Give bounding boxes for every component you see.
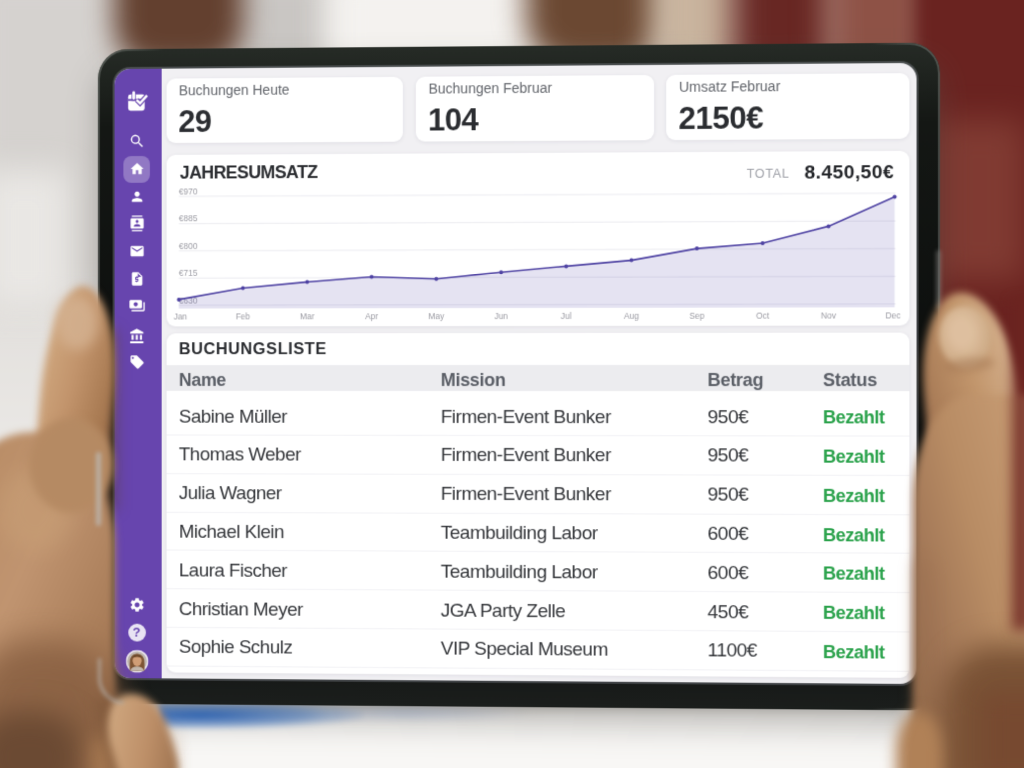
svg-text:May: May	[428, 311, 445, 321]
svg-text:Apr: Apr	[365, 311, 378, 321]
svg-text:Sep: Sep	[689, 310, 705, 320]
svg-text:Feb: Feb	[235, 311, 250, 321]
svg-text:Aug: Aug	[623, 311, 638, 321]
svg-text:€885: €885	[178, 214, 197, 224]
svg-text:Nov: Nov	[820, 310, 836, 320]
svg-text:Dec: Dec	[885, 310, 900, 320]
svg-text:€800: €800	[178, 241, 197, 251]
svg-text:Jan: Jan	[173, 311, 187, 321]
svg-text:Oct: Oct	[755, 310, 769, 320]
svg-text:Jun: Jun	[494, 311, 508, 321]
svg-text:Jul: Jul	[560, 311, 571, 321]
svg-text:€630: €630	[178, 295, 197, 305]
svg-text:€715: €715	[178, 268, 197, 278]
svg-text:€970: €970	[178, 186, 197, 196]
svg-text:Mar: Mar	[299, 311, 314, 321]
